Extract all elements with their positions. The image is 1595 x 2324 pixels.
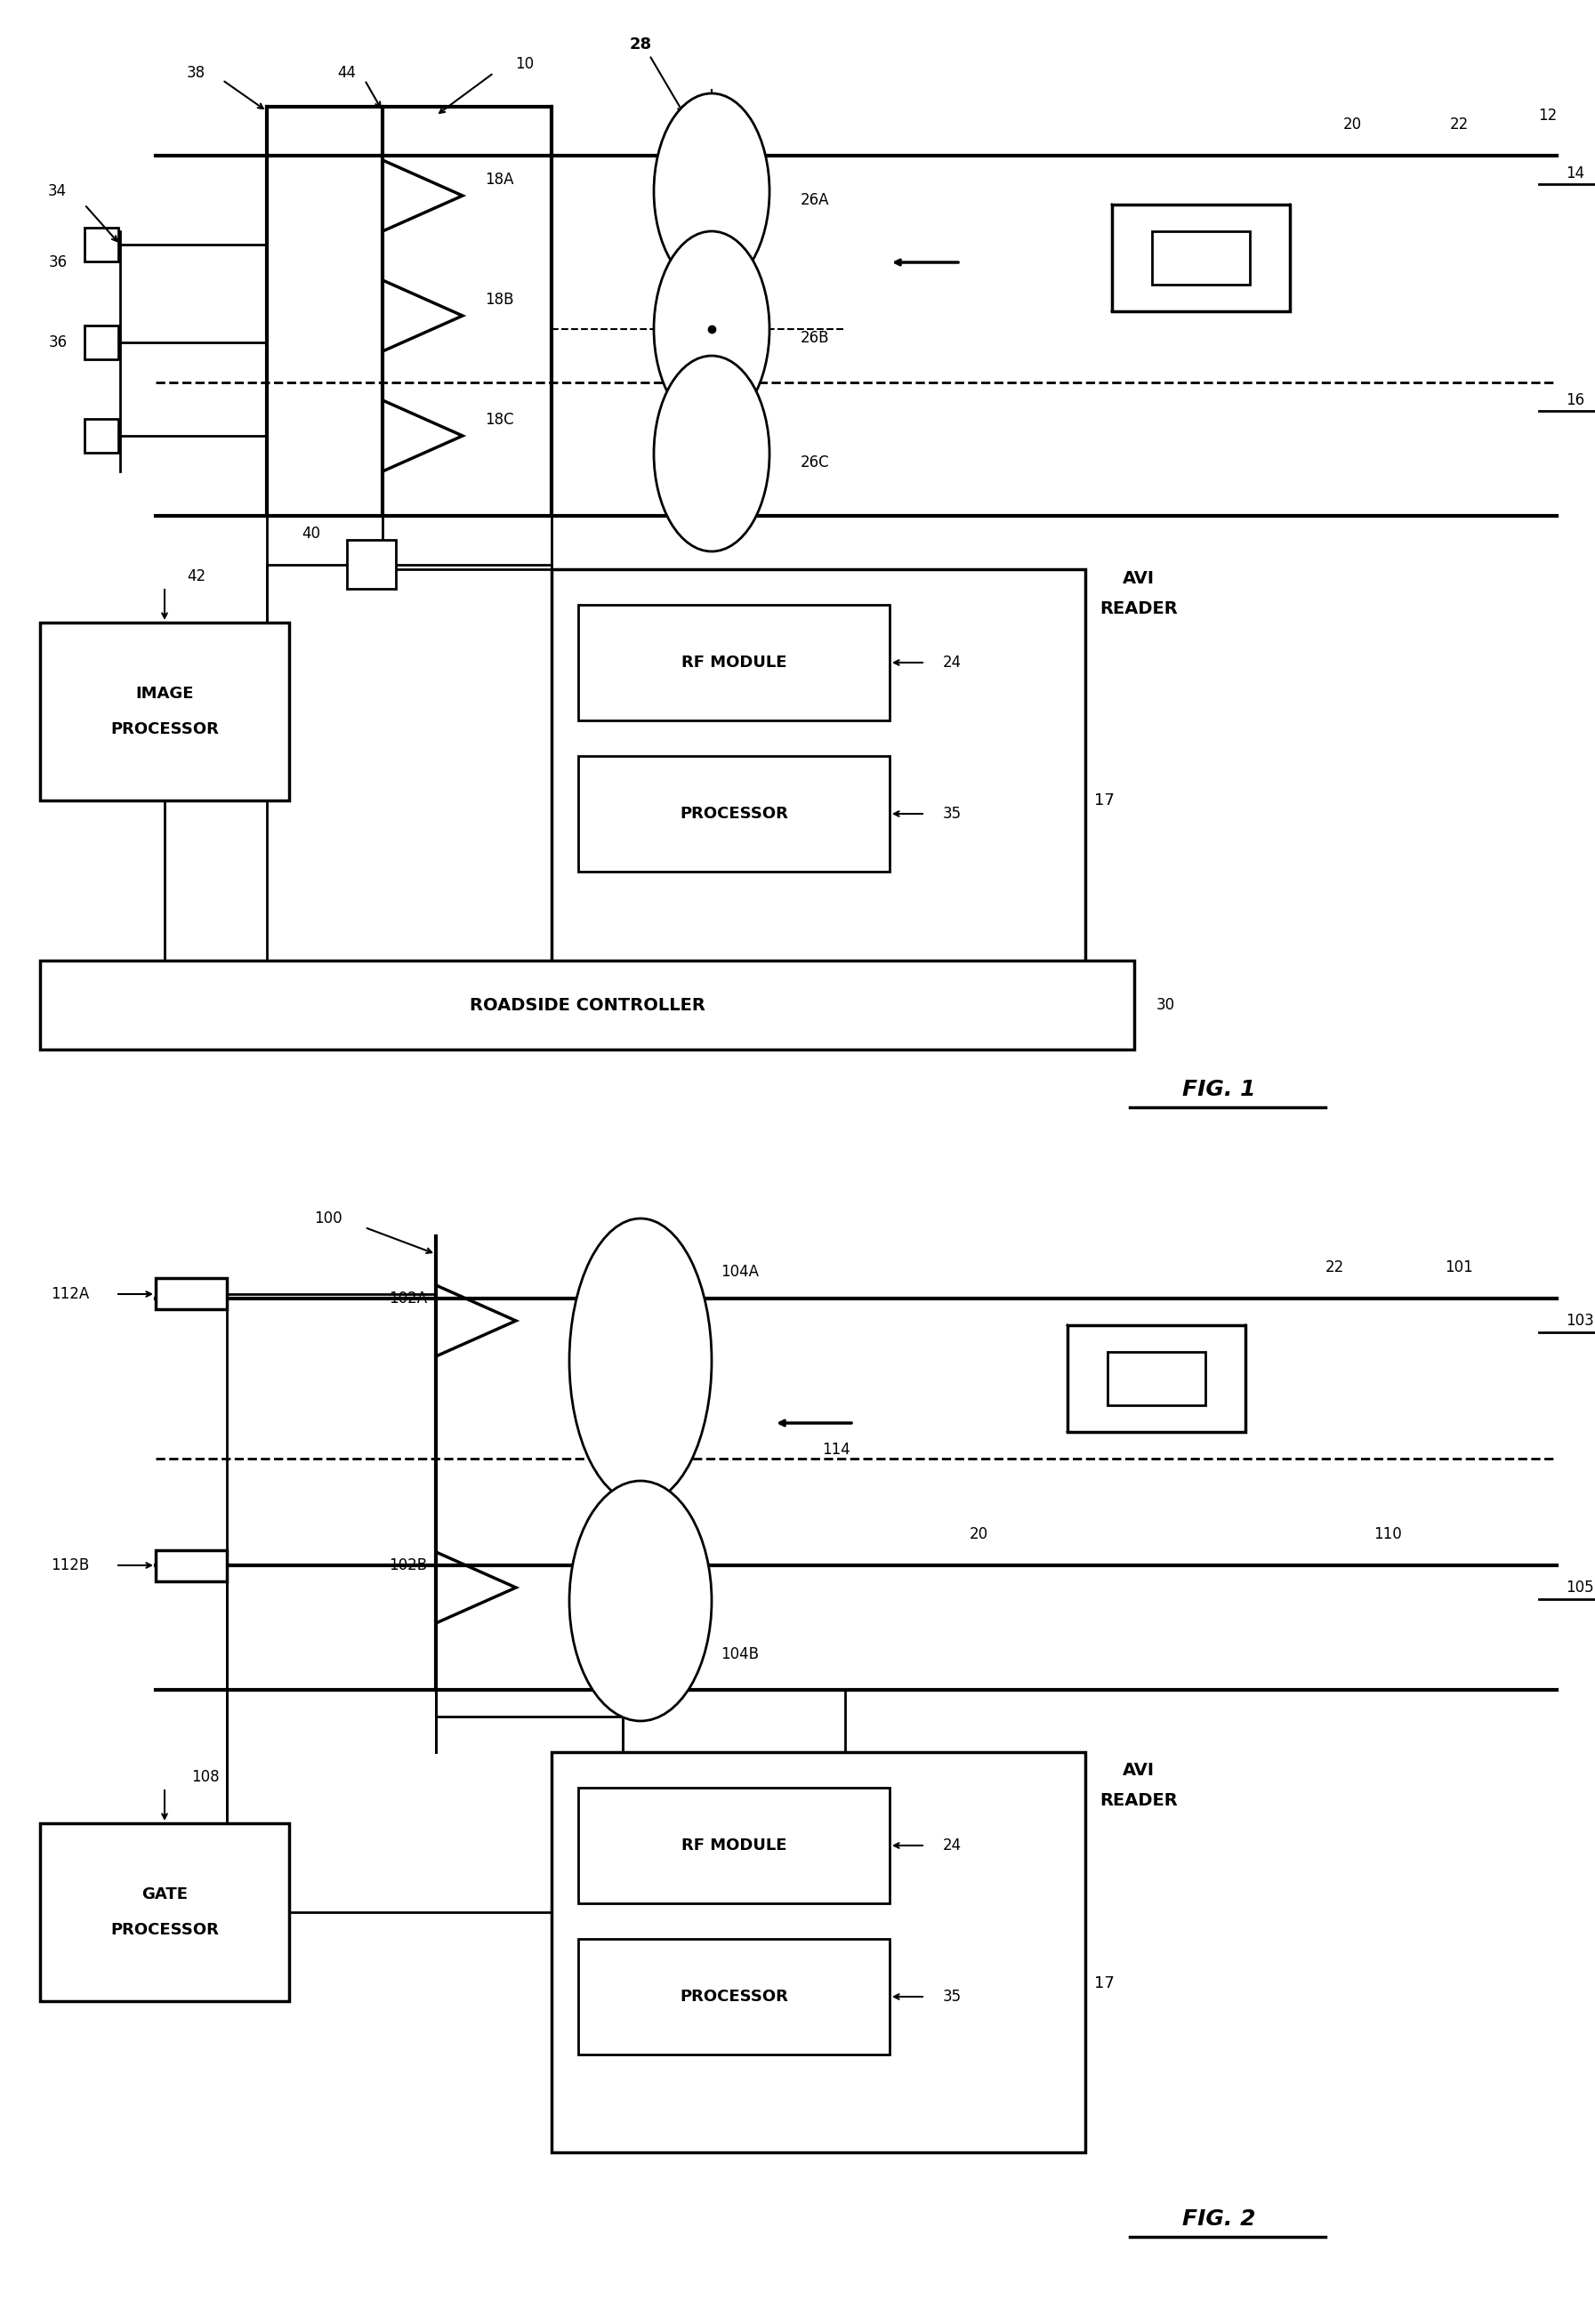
Bar: [1067, 1325, 1246, 1432]
Text: 105: 105: [1566, 1580, 1593, 1597]
Bar: [156, 1278, 226, 1308]
Text: 36: 36: [48, 253, 67, 270]
Text: 24: 24: [943, 655, 962, 672]
Text: IMAGE: IMAGE: [136, 686, 193, 702]
Text: 104B: 104B: [721, 1645, 759, 1662]
Text: 34: 34: [48, 184, 67, 200]
Text: 36: 36: [48, 335, 67, 351]
Text: PROCESSOR: PROCESSOR: [679, 806, 788, 823]
Ellipse shape: [654, 93, 769, 288]
Text: READER: READER: [1099, 602, 1177, 618]
Text: AVI: AVI: [1123, 1762, 1155, 1778]
Text: 112B: 112B: [51, 1557, 89, 1573]
Text: 38: 38: [187, 65, 206, 81]
Bar: [40, 1824, 289, 2001]
Text: 28: 28: [630, 37, 652, 53]
Bar: [1107, 1353, 1206, 1406]
Text: 26A: 26A: [801, 193, 829, 209]
Text: READER: READER: [1099, 1792, 1177, 1810]
Text: 18B: 18B: [485, 293, 514, 307]
Text: 35: 35: [943, 806, 962, 823]
Text: 42: 42: [187, 569, 206, 583]
Text: 18C: 18C: [485, 411, 514, 428]
Text: 17: 17: [1094, 1975, 1115, 1992]
Bar: [85, 228, 118, 263]
Text: PROCESSOR: PROCESSOR: [110, 720, 219, 737]
Text: 18A: 18A: [485, 172, 514, 188]
Text: RF MODULE: RF MODULE: [681, 655, 786, 672]
Bar: [156, 1550, 226, 1580]
Ellipse shape: [654, 232, 769, 428]
Text: 102A: 102A: [389, 1290, 427, 1306]
Text: 110: 110: [1373, 1527, 1402, 1543]
Text: 40: 40: [301, 525, 321, 541]
Text: 108: 108: [191, 1769, 220, 1785]
Bar: [348, 539, 396, 588]
Text: 16: 16: [1566, 393, 1584, 409]
Ellipse shape: [569, 1218, 711, 1504]
Text: 104A: 104A: [721, 1264, 759, 1281]
Text: 101: 101: [1445, 1260, 1474, 1276]
Bar: [579, 1787, 890, 1903]
Text: 44: 44: [338, 65, 356, 81]
Text: AVI: AVI: [1123, 569, 1155, 586]
Text: 12: 12: [1539, 107, 1557, 123]
Text: 24: 24: [943, 1838, 962, 1855]
Text: 20: 20: [970, 1527, 987, 1543]
Text: 103: 103: [1566, 1313, 1593, 1329]
Text: 14: 14: [1566, 165, 1584, 181]
Bar: [40, 960, 1134, 1050]
Bar: [1112, 205, 1290, 311]
Text: RF MODULE: RF MODULE: [681, 1838, 786, 1855]
Text: 30: 30: [1156, 997, 1176, 1013]
Text: 102B: 102B: [389, 1557, 427, 1573]
Bar: [85, 325, 118, 360]
Text: PROCESSOR: PROCESSOR: [679, 1989, 788, 2006]
Text: 26B: 26B: [801, 330, 829, 346]
Text: FIG. 2: FIG. 2: [1182, 2208, 1255, 2229]
Bar: [579, 604, 890, 720]
Text: GATE: GATE: [142, 1887, 188, 1903]
Text: 114: 114: [821, 1441, 850, 1457]
Text: 20: 20: [1343, 116, 1362, 132]
Bar: [579, 1938, 890, 2054]
Text: ROADSIDE CONTROLLER: ROADSIDE CONTROLLER: [469, 997, 705, 1013]
Text: 22: 22: [1450, 116, 1469, 132]
Bar: [552, 1752, 1085, 2152]
Text: 26C: 26C: [801, 456, 829, 469]
Bar: [85, 418, 118, 453]
Text: 112A: 112A: [51, 1285, 89, 1301]
Bar: [40, 623, 289, 799]
Text: 35: 35: [943, 1989, 962, 2006]
Text: 17: 17: [1094, 792, 1115, 809]
Bar: [552, 569, 1085, 969]
Text: 10: 10: [515, 56, 534, 72]
Text: 22: 22: [1325, 1260, 1345, 1276]
Text: PROCESSOR: PROCESSOR: [110, 1922, 219, 1938]
Ellipse shape: [654, 356, 769, 551]
Text: 100: 100: [314, 1211, 343, 1227]
Ellipse shape: [569, 1480, 711, 1722]
Bar: [579, 755, 890, 872]
Bar: [1152, 232, 1250, 284]
Text: FIG. 1: FIG. 1: [1182, 1078, 1255, 1099]
